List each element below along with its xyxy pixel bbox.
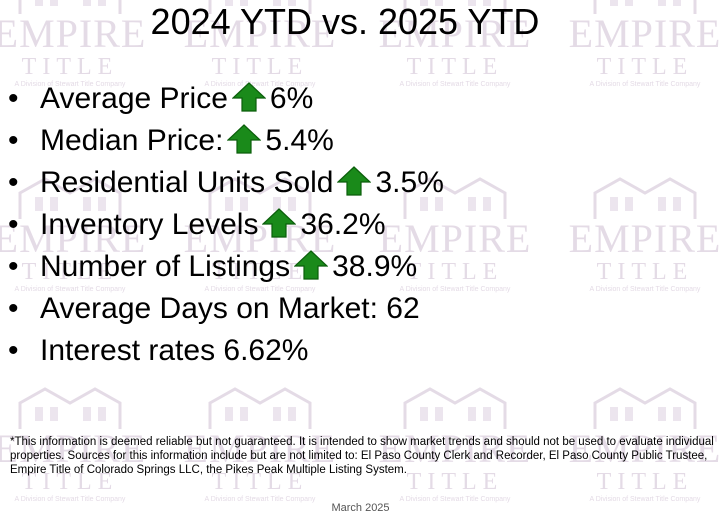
watermark-division: A Division of Stewart Title Company xyxy=(14,496,126,503)
watermark-logo: EMPIRE TITLE A Division of Stewart Title C… xyxy=(0,385,150,505)
bullet-dot: • xyxy=(8,166,19,199)
watermark-division: A Division of Stewart Title Company xyxy=(399,81,511,88)
bullet-value: 3.5% xyxy=(375,166,444,199)
watermark-sub: TITLE xyxy=(406,259,504,285)
watermark-logo: EMPIRE TITLE A Division of Stewart Title C… xyxy=(375,0,535,90)
footnote: *This information is deemed reliable but… xyxy=(10,436,714,476)
watermark-brand: EMPIRE xyxy=(568,11,721,56)
bullet-item: • Interest rates 6.62% xyxy=(8,330,444,372)
watermark-brand: EMPIRE xyxy=(378,216,532,261)
watermark-division: A Division of Stewart Title Company xyxy=(204,496,316,503)
watermark-brand: EMPIRE xyxy=(568,426,721,471)
bullet-dot: • xyxy=(8,82,19,115)
bullet-value: 36.2% xyxy=(300,208,386,241)
slide-title: 2024 YTD vs. 2025 YTD xyxy=(150,1,540,42)
watermark-sub: TITLE xyxy=(211,259,309,285)
bullet-label: Interest rates 6.62% xyxy=(40,334,309,367)
watermark-brand: EMPIRE xyxy=(183,426,337,471)
bullet-label: Average Price xyxy=(40,82,228,115)
watermark-division: A Division of Stewart Title Company xyxy=(14,286,126,293)
watermark-division: A Division of Stewart Title Company xyxy=(589,496,701,503)
up-arrow xyxy=(262,208,297,238)
up-arrow xyxy=(337,166,372,196)
watermark-sub: TITLE xyxy=(596,259,694,285)
watermark-logo: EMPIRE TITLE A Division of Stewart Title C… xyxy=(565,175,721,295)
watermark-logo: EMPIRE TITLE A Division of Stewart Title C… xyxy=(0,0,150,90)
watermark-division: A Division of Stewart Title Company xyxy=(399,286,511,293)
bullet-value: 6% xyxy=(269,82,314,115)
bullet-dot: • xyxy=(8,292,19,325)
watermark-logo: EMPIRE TITLE A Division of Stewart Title C… xyxy=(375,385,535,505)
watermark-division: A Division of Stewart Title Company xyxy=(589,81,701,88)
watermark-sub: TITLE xyxy=(211,469,309,495)
watermark-logo: EMPIRE TITLE A Division of Stewart Title C… xyxy=(0,175,150,295)
watermark-brand: EMPIRE xyxy=(0,216,147,261)
bullet-dot: • xyxy=(8,124,19,157)
bullet-label: Median Price: xyxy=(40,124,224,157)
watermark-division: A Division of Stewart Title Company xyxy=(14,81,126,88)
watermark-division: A Division of Stewart Title Company xyxy=(204,286,316,293)
watermark-sub: TITLE xyxy=(211,54,309,80)
watermark-logo: EMPIRE TITLE A Division of Stewart Title C… xyxy=(180,385,340,505)
bullet-label: Inventory Levels xyxy=(40,208,259,241)
watermark-logo: EMPIRE TITLE A Division of Stewart Title C… xyxy=(375,175,535,295)
up-arrow xyxy=(227,124,262,154)
watermark-brand: EMPIRE xyxy=(183,11,337,56)
watermark-sub: TITLE xyxy=(21,469,119,495)
watermark-sub: TITLE xyxy=(596,469,694,495)
watermark-logo: EMPIRE TITLE A Division of Stewart Title C… xyxy=(565,0,721,90)
bullet-item: • Inventory Levels 36.2% xyxy=(8,204,444,246)
watermark-brand: EMPIRE xyxy=(378,426,532,471)
watermark-brand: EMPIRE xyxy=(0,11,147,56)
watermark-sub: TITLE xyxy=(406,469,504,495)
bullet-dot: • xyxy=(8,250,19,283)
watermark-division: A Division of Stewart Title Company xyxy=(399,496,511,503)
bullet-item: • Residential Units Sold 3.5% xyxy=(8,162,444,204)
up-arrow xyxy=(231,82,266,112)
bullet-item: • Average Price 6% xyxy=(8,78,444,120)
bullet-item: • Median Price: 5.4% xyxy=(8,120,444,162)
bullet-label: Residential Units Sold xyxy=(40,166,334,199)
watermark-logo: EMPIRE TITLE A Division of Stewart Title C… xyxy=(180,0,340,90)
watermark-sub: TITLE xyxy=(21,259,119,285)
watermark-sub: TITLE xyxy=(596,54,694,80)
bullet-value: 38.9% xyxy=(332,250,418,283)
bullet-value: 5.4% xyxy=(265,124,334,157)
bullet-label: Number of Listings xyxy=(40,250,291,283)
bullet-label: Average Days on Market: 62 xyxy=(40,292,420,325)
footer-date: March 2025 xyxy=(331,502,390,514)
watermark-sub: TITLE xyxy=(21,54,119,80)
watermark-brand: EMPIRE xyxy=(568,216,721,261)
bullet-list: • Average Price 6% • Median Price: 5.4% • Resid… xyxy=(8,78,444,372)
bullet-item: • Average Days on Market: 62 xyxy=(8,288,444,330)
bullet-dot: • xyxy=(8,334,19,367)
bullet-dot: • xyxy=(8,208,19,241)
bullet-item: • Number of Listings 38.9% xyxy=(8,246,444,288)
watermark-brand: EMPIRE xyxy=(0,426,147,471)
up-arrow xyxy=(294,250,329,280)
watermark-division: A Division of Stewart Title Company xyxy=(589,286,701,293)
watermark-sub: TITLE xyxy=(406,54,504,80)
watermark-brand: EMPIRE xyxy=(378,11,532,56)
watermark-logo: EMPIRE TITLE A Division of Stewart Title C… xyxy=(565,385,721,505)
watermark-division: A Division of Stewart Title Company xyxy=(204,81,316,88)
